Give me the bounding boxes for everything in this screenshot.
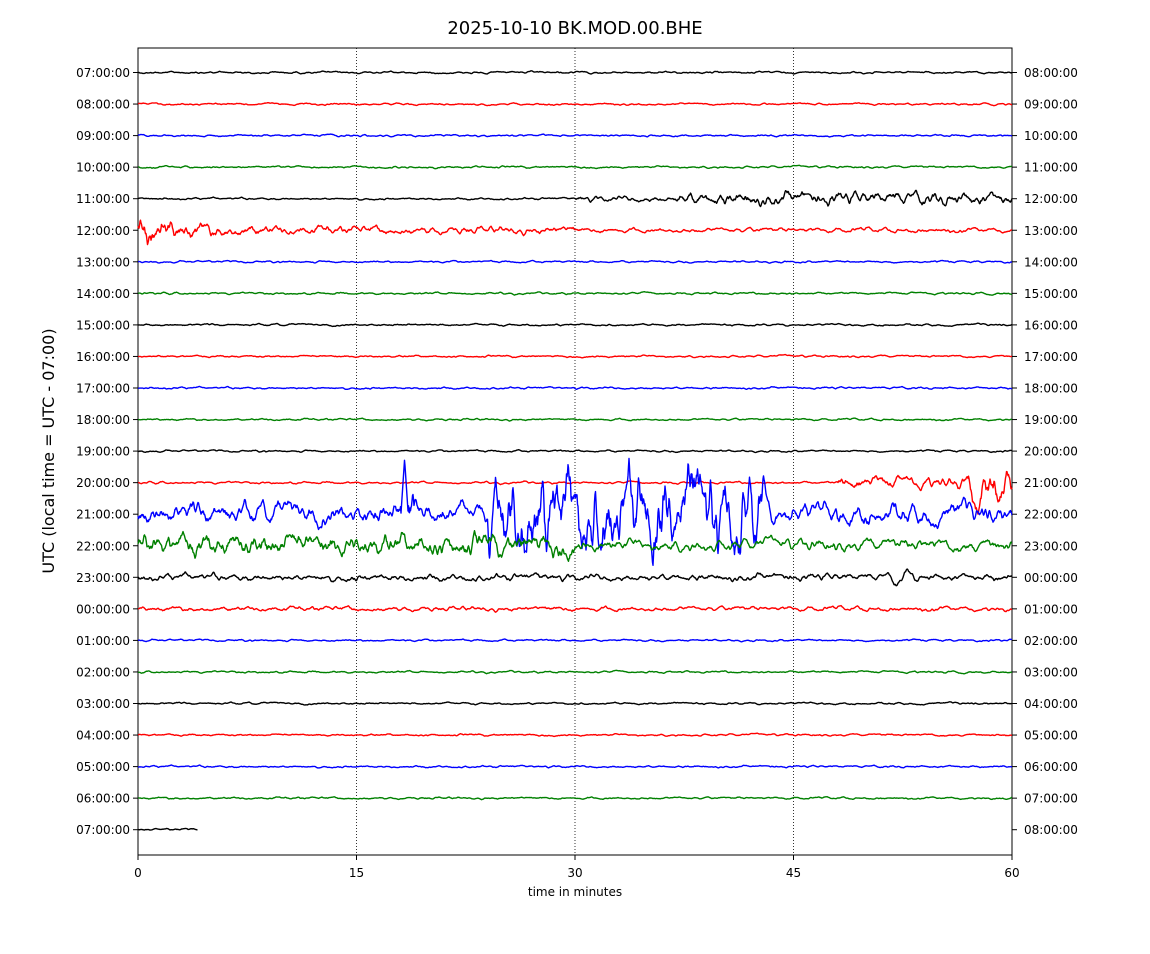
right-tick-label: 21:00:00 — [1024, 476, 1078, 490]
trace-row-22 — [137, 764, 1013, 769]
chart-title: 2025-10-10 BK.MOD.00.BHE — [447, 18, 702, 39]
trace-row-14 — [137, 457, 1013, 566]
trace-row-21 — [137, 732, 1013, 738]
trace-row-24 — [137, 827, 198, 831]
trace-row-2 — [137, 133, 1013, 138]
right-tick-label: 01:00:00 — [1024, 602, 1078, 616]
x-tick-label: 60 — [1004, 866, 1019, 880]
right-tick-label: 16:00:00 — [1024, 318, 1078, 332]
trace-row-10 — [137, 385, 1013, 390]
right-tick-label: 05:00:00 — [1024, 729, 1078, 743]
left-tick-label: 07:00:00 — [76, 66, 130, 80]
trace-row-7 — [137, 291, 1013, 296]
trace-row-18 — [137, 638, 1013, 643]
grid-lines — [356, 48, 794, 855]
left-tick-label: 16:00:00 — [76, 350, 130, 364]
right-time-axis: 08:00:00 09:00:00 10:00:00 11:00:00 12:00:00… — [1012, 66, 1078, 837]
right-tick-label: 17:00:00 — [1024, 350, 1078, 364]
right-tick-label: 15:00:00 — [1024, 287, 1078, 301]
trace-row-11 — [137, 417, 1013, 422]
left-tick-label: 20:00:00 — [76, 476, 130, 490]
trace-row-3 — [137, 164, 1013, 170]
right-tick-label: 22:00:00 — [1024, 508, 1078, 522]
trace-row-0 — [137, 70, 1013, 75]
left-tick-label: 22:00:00 — [76, 539, 130, 553]
trace-row-19 — [137, 669, 1013, 675]
x-tick-label: 30 — [567, 866, 582, 880]
right-tick-label: 13:00:00 — [1024, 224, 1078, 238]
left-tick-label: 03:00:00 — [76, 697, 130, 711]
left-tick-label: 00:00:00 — [76, 602, 130, 616]
trace-row-8 — [137, 322, 1013, 328]
y-axis-label: UTC (local time = UTC - 07:00) — [39, 328, 58, 573]
left-tick-label: 15:00:00 — [76, 318, 130, 332]
trace-row-12 — [137, 449, 1013, 454]
x-axis-label: time in minutes — [528, 885, 622, 899]
trace-row-16 — [137, 568, 1013, 587]
x-tick-label: 45 — [786, 866, 801, 880]
left-tick-label: 08:00:00 — [76, 98, 130, 112]
seismic-traces — [137, 70, 1013, 831]
right-tick-label: 10:00:00 — [1024, 129, 1078, 143]
right-tick-label: 08:00:00 — [1024, 66, 1078, 80]
right-tick-label: 04:00:00 — [1024, 697, 1078, 711]
right-tick-label: 19:00:00 — [1024, 413, 1078, 427]
left-tick-label: 21:00:00 — [76, 508, 130, 522]
right-tick-label: 11:00:00 — [1024, 161, 1078, 175]
right-tick-label: 08:00:00 — [1024, 823, 1078, 837]
trace-row-1 — [137, 101, 1013, 107]
right-tick-label: 07:00:00 — [1024, 792, 1078, 806]
left-tick-label: 12:00:00 — [76, 224, 130, 238]
left-tick-label: 02:00:00 — [76, 665, 130, 679]
left-tick-label: 14:00:00 — [76, 287, 130, 301]
trace-row-4 — [137, 189, 1013, 208]
left-tick-label: 05:00:00 — [76, 760, 130, 774]
left-time-axis: 07:00:00 08:00:00 09:00:00 10:00:00 11:00:00… — [76, 66, 138, 837]
right-tick-label: 20:00:00 — [1024, 445, 1078, 459]
trace-row-9 — [137, 353, 1013, 359]
left-tick-label: 06:00:00 — [76, 792, 130, 806]
x-tick-label: 15 — [349, 866, 364, 880]
left-tick-label: 01:00:00 — [76, 634, 130, 648]
right-tick-label: 12:00:00 — [1024, 192, 1078, 206]
left-tick-label: 17:00:00 — [76, 382, 130, 396]
right-tick-label: 03:00:00 — [1024, 665, 1078, 679]
left-tick-label: 07:00:00 — [76, 823, 130, 837]
trace-row-13 — [137, 470, 1013, 515]
trace-row-5 — [137, 219, 1013, 246]
left-tick-label: 10:00:00 — [76, 161, 130, 175]
left-tick-label: 04:00:00 — [76, 729, 130, 743]
right-tick-label: 14:00:00 — [1024, 255, 1078, 269]
right-tick-label: 09:00:00 — [1024, 98, 1078, 112]
left-tick-label: 23:00:00 — [76, 571, 130, 585]
right-tick-label: 02:00:00 — [1024, 634, 1078, 648]
left-tick-label: 19:00:00 — [76, 445, 130, 459]
right-tick-label: 00:00:00 — [1024, 571, 1078, 585]
right-tick-label: 18:00:00 — [1024, 382, 1078, 396]
trace-row-20 — [137, 701, 1013, 706]
x-axis: 0 15 30 45 60 — [134, 855, 1020, 880]
right-tick-label: 23:00:00 — [1024, 539, 1078, 553]
left-tick-label: 11:00:00 — [76, 192, 130, 206]
trace-row-15 — [137, 530, 1013, 562]
right-tick-label: 06:00:00 — [1024, 760, 1078, 774]
left-tick-label: 09:00:00 — [76, 129, 130, 143]
x-tick-label: 0 — [134, 866, 142, 880]
trace-row-17 — [137, 604, 1013, 613]
left-tick-label: 18:00:00 — [76, 413, 130, 427]
trace-row-23 — [137, 796, 1013, 801]
trace-row-6 — [137, 259, 1013, 264]
left-tick-label: 13:00:00 — [76, 255, 130, 269]
